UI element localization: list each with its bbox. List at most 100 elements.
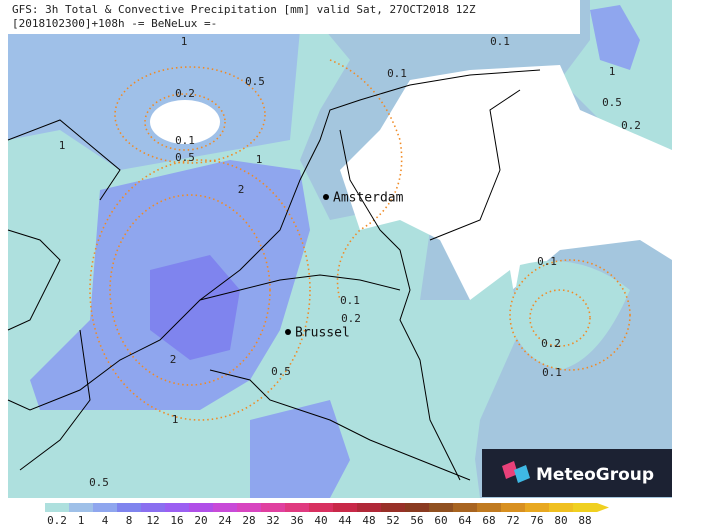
logo-icon	[514, 465, 530, 483]
contour-label: 0.2	[541, 337, 561, 350]
colorbar-label: 72	[506, 514, 519, 527]
subtitle: [2018102300]+108h -= BeNeLux =-	[12, 17, 217, 30]
colorbar-swatch	[573, 503, 597, 512]
colorbar-label: 76	[530, 514, 543, 527]
colorbar-swatch	[333, 503, 357, 512]
contour-label: 0.2	[621, 119, 641, 132]
colorbar-label: 12	[146, 514, 159, 527]
precip-area-low	[510, 260, 630, 370]
colorbar-label: 68	[482, 514, 495, 527]
contour-labels: 1 0.1 0.1 0.5 1 0.2 0.5 0.2 0.1 0.5 1 1 2 0.1 0.1 0.2 0.…	[59, 35, 641, 489]
contour-label: 0.1	[387, 67, 407, 80]
colorbar-swatch	[165, 503, 189, 512]
contour-label: 0.1	[542, 366, 562, 379]
colorbar-swatch	[45, 503, 69, 512]
colorbar-label: 44	[338, 514, 352, 527]
colorbar-swatch	[357, 503, 381, 512]
coastline	[7, 69, 541, 411]
precip-area-low	[400, 270, 520, 498]
colorbar-label: 36	[290, 514, 303, 527]
colorbar-label: 24	[218, 514, 232, 527]
precip-area-1	[8, 30, 300, 170]
contour-label: 0.5	[602, 96, 622, 109]
colorbar-label: 32	[266, 514, 279, 527]
colorbar-swatch	[405, 503, 429, 512]
colorbar-swatch	[141, 503, 165, 512]
colorbar-label: 40	[314, 514, 327, 527]
contour	[109, 194, 271, 386]
colorbar-label: 80	[554, 514, 567, 527]
colorbar-swatch	[189, 503, 213, 512]
colorbar-swatch	[309, 503, 333, 512]
contour-label: 0.5	[245, 75, 265, 88]
contour-label: 0.1	[340, 294, 360, 307]
colorbar-label: 1	[78, 514, 85, 527]
colorbar-label: 48	[362, 514, 375, 527]
contour-label: 0.5	[89, 476, 109, 489]
coastline	[7, 119, 121, 201]
contour	[144, 93, 226, 151]
logo-text: MeteoGroup	[536, 465, 654, 485]
colorbar-label: 0.2	[47, 514, 67, 527]
colorbar-label: 8	[126, 514, 133, 527]
border	[209, 369, 471, 481]
contour	[329, 59, 403, 301]
city-label: Brussel	[295, 326, 350, 341]
colorbar-label: 16	[170, 514, 183, 527]
colorbar-label: 20	[194, 514, 207, 527]
colorbar-label: 28	[242, 514, 255, 527]
title-box	[8, 0, 580, 34]
contour-label: 2	[238, 183, 245, 196]
contour-label: 1	[59, 139, 66, 152]
precip-area-4	[150, 255, 240, 360]
contour-label: 0.1	[490, 35, 510, 48]
coastline	[7, 229, 61, 331]
city-marker	[285, 329, 291, 335]
colorbar-label: 88	[578, 514, 591, 527]
title: GFS: 3h Total & Convective Precipitation…	[12, 3, 476, 16]
contour-label: 1	[609, 65, 616, 78]
colorbar-swatch	[285, 503, 309, 512]
colorbar-swatch	[477, 503, 501, 512]
colorbar-label: 56	[410, 514, 423, 527]
contour-label: 1	[172, 413, 179, 426]
contour-label: 0.1	[175, 134, 195, 147]
border	[339, 129, 461, 481]
contour-label: 2	[170, 353, 177, 366]
contour-label: 0.2	[175, 87, 195, 100]
city-marker	[323, 194, 329, 200]
colorbar-swatch	[525, 503, 549, 512]
dry-area	[340, 65, 672, 300]
colorbar-swatch	[501, 503, 525, 512]
colorbar-swatch	[213, 503, 237, 512]
colorbar-swatch	[381, 503, 405, 512]
colorbar-swatch	[453, 503, 477, 512]
contour	[509, 259, 631, 371]
contour	[114, 66, 266, 164]
contour-label: 1	[181, 35, 188, 48]
contour	[89, 159, 311, 421]
border	[199, 274, 401, 301]
border	[429, 89, 521, 241]
city-label: Amsterdam	[333, 191, 404, 206]
dry-area	[150, 100, 220, 144]
contour-label: 0.5	[271, 365, 291, 378]
colorbar-swatch	[117, 503, 141, 512]
contour-label: 0.2	[341, 312, 361, 325]
colorbar-label: 60	[434, 514, 447, 527]
colorbar-label: 64	[458, 514, 472, 527]
colorbar-swatch	[429, 503, 453, 512]
contour-label: 0.1	[537, 255, 557, 268]
colorbar-swatch	[69, 503, 93, 512]
colorbar-swatch	[93, 503, 117, 512]
precip-area-2	[250, 400, 350, 498]
logo-icon	[502, 461, 518, 479]
colorbar-label: 4	[102, 514, 109, 527]
precip-area-2	[590, 5, 640, 70]
colorbar-swatch	[237, 503, 261, 512]
contour-label: 1	[256, 153, 263, 166]
colorbar-label: 52	[386, 514, 399, 527]
coastline	[19, 329, 91, 471]
colorbar-swatch	[549, 503, 573, 512]
